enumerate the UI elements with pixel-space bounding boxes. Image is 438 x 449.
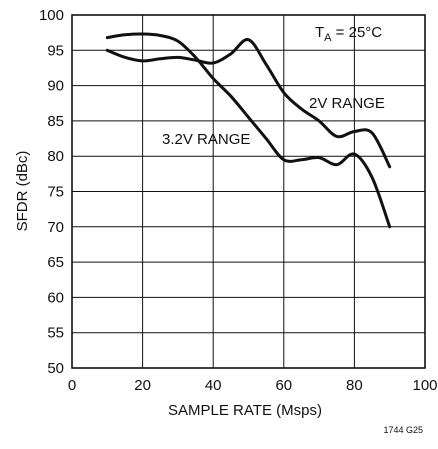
x-axis-title: SAMPLE RATE (Msps): [168, 402, 322, 419]
x-tick-label: 80: [346, 377, 363, 394]
series-layer: [105, 32, 392, 229]
y-axis-title: SFDR (dBc): [14, 151, 31, 232]
x-tick-label: 100: [412, 377, 437, 394]
figure-id: 1744 G25: [383, 425, 423, 435]
y-tick-label: 60: [47, 289, 64, 306]
label-3-2v-range: 3.2V RANGE: [162, 131, 250, 148]
x-tick-label: 0: [68, 377, 76, 394]
series-line-3-2v-range: [105, 32, 392, 229]
y-tick-label: 80: [47, 148, 64, 165]
series-line-2v-range: [105, 38, 392, 169]
temperature-value: = 25°C: [332, 24, 383, 41]
y-tick-label: 95: [47, 42, 64, 59]
y-tick-label: 55: [47, 325, 64, 342]
label-2v-range: 2V RANGE: [309, 95, 385, 112]
y-tick-label: 70: [47, 219, 64, 236]
y-tick-labels: 50 55 60 65 70 75 80 85 90 95 100: [39, 7, 64, 377]
x-tick-label: 20: [134, 377, 151, 394]
x-tick-labels: 0 20 40 60 80 100: [68, 377, 438, 394]
y-tick-label: 65: [47, 254, 64, 271]
x-tick-label: 40: [205, 377, 222, 394]
temperature-symbol: T: [315, 24, 324, 41]
y-tick-label: 50: [47, 360, 64, 377]
temperature-subscript: A: [324, 32, 332, 44]
grid-lines: [71, 14, 426, 369]
plot-frame: [71, 14, 426, 369]
y-tick-label: 75: [47, 184, 64, 201]
y-tick-label: 85: [47, 113, 64, 130]
y-tick-label: 100: [39, 7, 64, 24]
temperature-annotation: TA = 25°C: [315, 24, 382, 44]
y-tick-label: 90: [47, 78, 64, 95]
x-tick-label: 60: [275, 377, 292, 394]
